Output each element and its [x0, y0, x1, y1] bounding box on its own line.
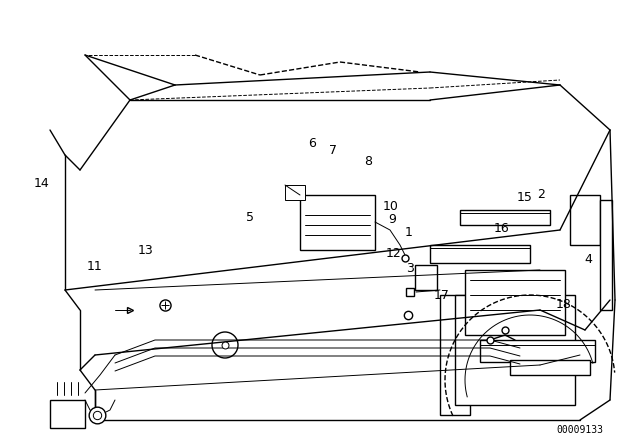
- Bar: [50, 400, 85, 428]
- Text: 11: 11: [87, 260, 102, 273]
- Text: 1: 1: [404, 226, 412, 240]
- Text: 13: 13: [138, 244, 154, 258]
- Text: 14: 14: [34, 177, 49, 190]
- Text: 10: 10: [383, 199, 398, 213]
- Text: 3: 3: [406, 262, 413, 276]
- Bar: [285, 185, 305, 200]
- Text: 6: 6: [308, 137, 316, 150]
- Bar: [460, 210, 550, 225]
- Bar: [300, 195, 375, 250]
- Text: 2: 2: [537, 188, 545, 202]
- Bar: [480, 340, 595, 362]
- Text: 8: 8: [364, 155, 372, 168]
- Text: 9: 9: [388, 213, 396, 226]
- Text: 4: 4: [585, 253, 593, 267]
- Text: 15: 15: [517, 190, 532, 204]
- Bar: [440, 295, 470, 415]
- Bar: [415, 265, 437, 290]
- Text: 18: 18: [556, 298, 571, 311]
- Bar: [455, 295, 575, 405]
- Circle shape: [212, 332, 238, 358]
- Bar: [430, 245, 530, 263]
- Text: 00009133: 00009133: [557, 425, 604, 435]
- Text: 12: 12: [386, 246, 401, 260]
- Bar: [600, 200, 612, 310]
- Bar: [465, 270, 565, 335]
- Text: 17: 17: [434, 289, 449, 302]
- Bar: [510, 360, 590, 375]
- Text: 7: 7: [329, 143, 337, 157]
- Text: 5: 5: [246, 211, 253, 224]
- Text: 16: 16: [494, 222, 509, 235]
- Bar: [570, 195, 600, 245]
